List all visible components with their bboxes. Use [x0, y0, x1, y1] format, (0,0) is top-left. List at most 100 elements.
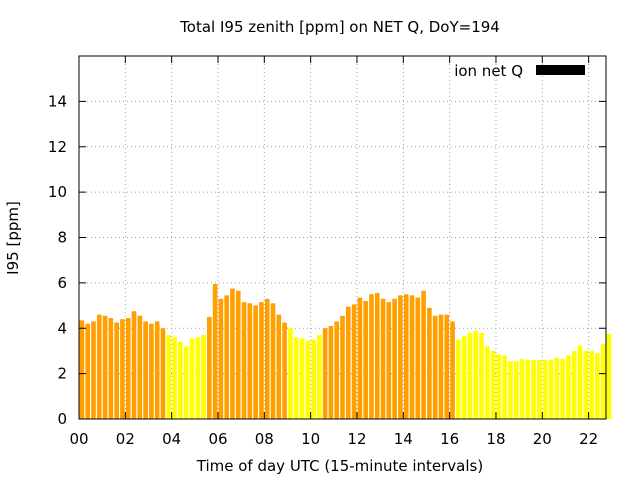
bar — [502, 355, 507, 419]
legend-label: ion net Q — [454, 62, 523, 80]
bar — [125, 318, 131, 419]
x-tick-label: 22 — [579, 430, 598, 448]
bar — [241, 302, 247, 419]
bar — [560, 358, 565, 419]
y-tick-label: 4 — [57, 319, 67, 337]
bar — [427, 307, 432, 419]
bar — [195, 337, 201, 419]
bar — [293, 337, 299, 419]
x-tick-label: 16 — [440, 430, 459, 448]
bar — [79, 320, 85, 419]
bar — [218, 298, 224, 419]
bar — [311, 339, 316, 419]
bar — [409, 295, 415, 419]
bar — [96, 314, 102, 419]
bar — [542, 360, 548, 419]
bar — [421, 290, 426, 419]
x-tick-label: 18 — [486, 430, 505, 448]
bar — [386, 302, 392, 419]
bar — [91, 321, 96, 419]
bar — [270, 303, 276, 419]
x-tick-label: 02 — [116, 430, 135, 448]
bar — [496, 354, 502, 419]
bar — [322, 328, 328, 419]
bar — [374, 293, 380, 419]
bar — [380, 298, 386, 419]
bar — [525, 360, 531, 419]
bar — [467, 332, 473, 419]
x-tick-label: 10 — [301, 430, 320, 448]
legend-swatch — [536, 65, 585, 75]
bar — [224, 295, 229, 419]
bar — [537, 360, 542, 419]
y-tick-label: 12 — [48, 138, 67, 156]
x-tick-label: 14 — [394, 430, 413, 448]
bar — [235, 290, 241, 419]
x-axis-label: Time of day UTC (15-minute intervals) — [196, 457, 483, 475]
x-tick-label: 12 — [347, 430, 366, 448]
bar — [149, 323, 154, 419]
bar — [461, 336, 467, 419]
y-tick-labels: 0 2 4 6 8 10 12 14 — [48, 92, 67, 428]
bar — [166, 335, 172, 419]
bar — [120, 319, 125, 419]
bar — [345, 306, 351, 419]
bar — [264, 298, 270, 419]
bar — [288, 328, 293, 419]
grid — [79, 56, 606, 419]
bar — [189, 338, 195, 419]
bar — [201, 335, 206, 419]
bar — [85, 323, 91, 419]
bar — [340, 315, 345, 419]
bar — [328, 325, 334, 419]
bar — [206, 316, 212, 419]
bar — [282, 322, 287, 419]
bar — [577, 345, 583, 419]
bar — [513, 361, 519, 419]
bar — [178, 341, 183, 419]
bar — [351, 304, 357, 419]
bar — [403, 294, 409, 419]
bar — [589, 350, 594, 419]
bar — [363, 301, 368, 419]
bar — [473, 330, 479, 419]
bar — [253, 305, 258, 419]
bar — [594, 353, 600, 419]
x-tick-label: 06 — [208, 430, 227, 448]
bar — [606, 333, 612, 419]
legend: ion net Q — [454, 62, 585, 80]
bar — [438, 314, 444, 419]
x-tick-label: 00 — [69, 430, 88, 448]
bar — [131, 311, 137, 419]
y-tick-label: 2 — [57, 365, 67, 383]
y-tick-label: 10 — [48, 183, 67, 201]
bar — [114, 322, 119, 419]
y-axis-label: I95 [ppm] — [4, 201, 22, 275]
bar — [299, 338, 305, 419]
bar — [143, 321, 148, 419]
bar — [212, 284, 218, 419]
bar — [317, 335, 322, 419]
bars — [79, 284, 612, 419]
bar — [102, 315, 108, 419]
bar — [508, 361, 513, 419]
chart-title: Total I95 zenith [ppm] on NET Q, DoY=194 — [179, 18, 500, 36]
bar — [583, 350, 589, 419]
bar — [444, 314, 450, 419]
bar — [531, 360, 536, 419]
bar — [398, 295, 403, 419]
bar — [484, 346, 490, 419]
y-tick-label: 0 — [57, 410, 67, 428]
bar — [456, 339, 461, 419]
bar — [137, 315, 143, 419]
y-tick-label: 8 — [57, 229, 67, 247]
axis-ticks — [78, 56, 606, 420]
bar — [334, 321, 340, 419]
bar — [519, 358, 525, 419]
bar — [600, 344, 606, 419]
bar — [479, 332, 484, 419]
y-tick-label: 6 — [57, 274, 67, 292]
x-tick-label: 08 — [255, 430, 274, 448]
x-tick-label: 04 — [162, 430, 181, 448]
